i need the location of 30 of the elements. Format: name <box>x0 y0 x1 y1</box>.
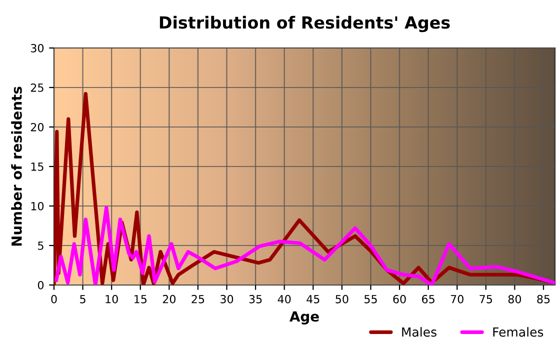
x-tick-label: 50 <box>336 294 348 304</box>
y-tick-label: 20 <box>30 122 44 132</box>
x-tick-label: 10 <box>106 294 118 304</box>
x-tick-label: 40 <box>278 294 291 304</box>
x-axis-title: Age <box>290 311 319 324</box>
y-tick-label: 25 <box>30 83 44 92</box>
x-tick-label: 80 <box>508 294 522 304</box>
legend-label: Females <box>493 327 544 337</box>
x-tick-label: 85 <box>537 294 550 304</box>
x-tick-label: 30 <box>220 294 234 304</box>
x-tick-label: 35 <box>249 294 262 304</box>
x-tick-label: 55 <box>364 295 377 304</box>
y-tick-label: 5 <box>38 242 44 250</box>
x-tick-label: 5 <box>80 295 86 304</box>
chart-title: Distribution of Residents' Ages <box>160 16 450 32</box>
x-tick-label: 45 <box>306 295 320 304</box>
x-tick-label: 25 <box>192 294 204 304</box>
x-tick-label: 20 <box>162 294 176 304</box>
y-tick-label: 15 <box>31 162 44 171</box>
y-tick-label: 0 <box>38 280 44 290</box>
x-tick-label: 65 <box>422 294 434 304</box>
x-tick-label: 15 <box>134 295 146 304</box>
y-tick-label: 10 <box>31 202 44 210</box>
legend-label: Males <box>402 327 436 337</box>
x-tick-label: 60 <box>393 294 406 304</box>
x-tick-label: 70 <box>450 294 464 304</box>
x-tick-label: 75 <box>480 295 492 304</box>
x-tick-label: 0 <box>51 294 57 304</box>
y-axis-title: Number of residents <box>11 86 22 246</box>
y-tick-label: 30 <box>30 44 44 52</box>
